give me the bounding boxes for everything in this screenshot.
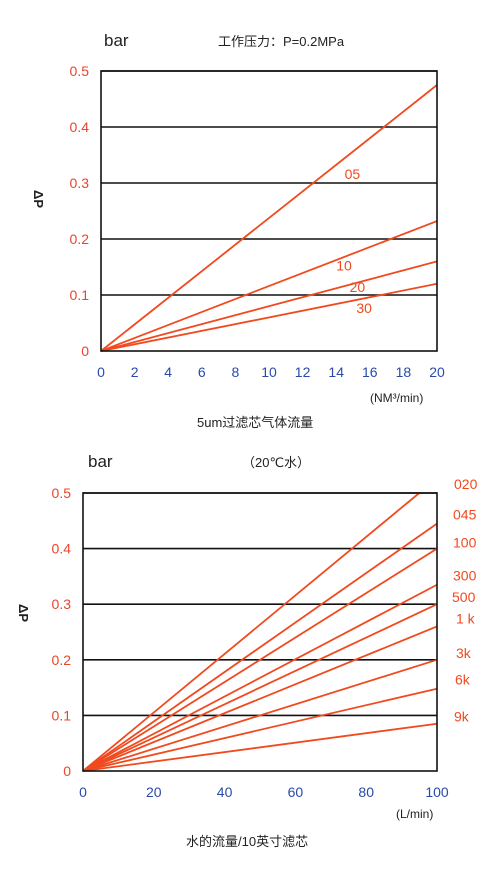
x-tick-label: 40: [217, 784, 233, 800]
y-axis-label: ΔP: [16, 604, 31, 622]
series-label: 1 k: [456, 611, 476, 627]
series-line-3k: [82, 658, 438, 772]
series-line-9k: [82, 722, 438, 772]
chart-caption: 水的流量/10英寸滤芯: [186, 834, 308, 849]
series-label: 6k: [455, 672, 471, 688]
series-line-05: [100, 84, 438, 352]
series-line-6k: [82, 687, 438, 772]
y-tick-label: 0.1: [52, 707, 72, 723]
series-line-045: [82, 522, 438, 772]
series-line-300: [82, 583, 438, 772]
x-tick-label: 4: [164, 364, 172, 380]
y-tick-label: 0.4: [52, 541, 72, 557]
x-tick-label: 100: [425, 784, 449, 800]
chart-air-flow: bar 工作压力：P=0.2MPa ΔP 0 0.1 0.2 0.3 0.4 0.5 0 2…: [31, 31, 445, 430]
series-line-500: [82, 603, 438, 772]
x-tick-label: 20: [146, 784, 162, 800]
series-label: 10: [336, 258, 352, 274]
chart-water-flow: bar （20℃水） ΔP 00.10.20.30.40.5 0 20 40 60 80…: [16, 452, 478, 849]
x-tick-label: 10: [261, 364, 277, 380]
x-tick-label: 16: [362, 364, 378, 380]
series-line-30: [100, 282, 438, 352]
y-tick-label: 0.3: [70, 175, 90, 191]
y-tick-label: 0.5: [70, 63, 90, 79]
unit-label: bar: [88, 452, 113, 471]
series-label: 3k: [456, 645, 472, 661]
series-line-100: [82, 547, 438, 772]
y-tick-label: 0.1: [70, 287, 90, 303]
x-axis-unit: (NM³/min): [370, 391, 423, 405]
x-tick-label: 0: [79, 784, 87, 800]
x-tick-label: 0: [97, 364, 105, 380]
chart-caption: 5um过滤芯气体流量: [197, 415, 313, 430]
chart-title: 工作压力：P=0.2MPa: [218, 34, 345, 49]
series-label: 020: [454, 476, 478, 492]
y-tick-label: 0.3: [52, 596, 72, 612]
y-tick-label: 0.4: [70, 119, 90, 135]
y-tick-label: 0.2: [52, 652, 72, 668]
y-tick-label: 0: [63, 763, 71, 779]
y-axis-label: ΔP: [31, 190, 46, 208]
series-line-1k: [82, 625, 438, 772]
unit-label: bar: [104, 31, 129, 50]
x-tick-label: 2: [131, 364, 139, 380]
series-label: 20: [350, 279, 366, 295]
y-tick-label: 0: [81, 343, 89, 359]
series-label: 100: [453, 534, 477, 550]
series-line-020: [82, 492, 420, 772]
x-tick-label: 18: [396, 364, 412, 380]
x-tick-label: 80: [358, 784, 374, 800]
x-tick-label: 20: [429, 364, 445, 380]
series-label: 9k: [454, 708, 470, 724]
y-tick-label: 0.2: [70, 231, 90, 247]
series-line-20: [100, 260, 438, 352]
x-tick-label: 14: [328, 364, 344, 380]
x-tick-label: 60: [288, 784, 304, 800]
plot-frame: [82, 492, 438, 772]
x-tick-label: 12: [295, 364, 311, 380]
x-tick-label: 6: [198, 364, 206, 380]
series-line-10: [100, 220, 438, 352]
chart-title: （20℃水）: [242, 455, 310, 470]
x-tick-label: 8: [232, 364, 240, 380]
series-label: 045: [453, 507, 477, 523]
series-label: 05: [345, 166, 361, 182]
series-label: 500: [452, 589, 476, 605]
plot-frame: [100, 70, 438, 352]
series-label: 30: [356, 300, 372, 316]
series-label: 300: [453, 568, 477, 584]
x-axis-unit: (L/min): [396, 807, 433, 821]
y-tick-label: 0.5: [52, 485, 72, 501]
